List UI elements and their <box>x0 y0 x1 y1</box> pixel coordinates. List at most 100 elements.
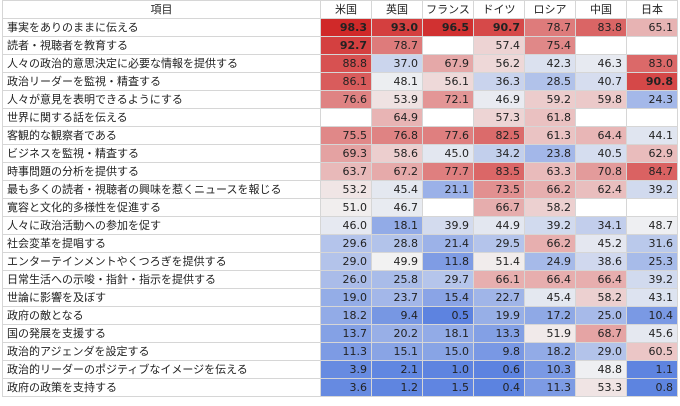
table-row: 世界に関する話を伝える 64.9 57.3 61.8 <box>2 108 678 127</box>
value-cell: 63.7 <box>320 162 372 181</box>
value-cell: 78.7 <box>371 36 423 55</box>
value-cell: 84.7 <box>626 162 678 181</box>
table-row: ビジネスを監視・精査する 69.3 58.6 45.0 34.2 23.8 40.5 62.9 <box>2 144 678 163</box>
value-cell: 24.3 <box>626 90 678 109</box>
row-label: 寛容と文化的多様性を促進する <box>2 198 321 217</box>
row-label: 人々の政治的意思決定に必要な情報を提供する <box>2 54 321 73</box>
value-cell: 23.8 <box>524 144 576 163</box>
value-cell: 1.5 <box>422 378 474 397</box>
country-header: フランス <box>422 0 474 19</box>
row-label: 政府の敵となる <box>2 306 321 325</box>
value-cell: 39.9 <box>422 216 474 235</box>
value-cell <box>422 198 474 217</box>
value-cell: 44.9 <box>473 216 525 235</box>
value-cell: 45.2 <box>575 234 627 253</box>
value-cell: 25.3 <box>626 252 678 271</box>
table-row: 人々の政治的意思決定に必要な情報を提供する 88.8 37.0 67.9 56.2 42.… <box>2 54 678 73</box>
row-label: 政治的リーダーのポジティブなイメージを伝える <box>2 360 321 379</box>
value-cell: 23.7 <box>371 288 423 307</box>
country-header: ロシア <box>524 0 576 19</box>
table-row: 読者・視聴者を教育する 92.7 78.7 57.4 75.4 <box>2 36 678 55</box>
value-cell: 28.8 <box>371 234 423 253</box>
value-cell: 20.2 <box>371 324 423 343</box>
table-row: 事実をありのままに伝える 98.3 93.0 96.5 90.7 78.7 83.8 65.1 <box>2 18 678 37</box>
value-cell: 98.3 <box>320 18 372 37</box>
value-cell: 46.0 <box>320 216 372 235</box>
value-cell: 78.7 <box>524 18 576 37</box>
value-cell: 18.2 <box>524 342 576 361</box>
value-cell: 9.8 <box>473 342 525 361</box>
country-header: 日本 <box>626 0 678 19</box>
value-cell: 83.8 <box>575 18 627 37</box>
value-cell: 62.9 <box>626 144 678 163</box>
value-cell <box>422 36 474 55</box>
value-cell: 3.9 <box>320 360 372 379</box>
value-cell: 83.0 <box>626 54 678 73</box>
row-label: 政治リーダーを監視・精査する <box>2 72 321 91</box>
value-cell: 66.2 <box>524 234 576 253</box>
row-label: 人々が意見を表明できるようにする <box>2 90 321 109</box>
value-cell: 48.1 <box>371 72 423 91</box>
value-cell: 13.3 <box>473 324 525 343</box>
row-label: 社会変革を提唱する <box>2 234 321 253</box>
row-label: ビジネスを監視・精査する <box>2 144 321 163</box>
value-cell: 3.6 <box>320 378 372 397</box>
value-cell: 13.7 <box>320 324 372 343</box>
value-cell <box>626 198 678 217</box>
value-cell: 56.2 <box>473 54 525 73</box>
value-cell: 76.6 <box>320 90 372 109</box>
value-cell: 1.2 <box>371 378 423 397</box>
value-cell: 51.4 <box>473 252 525 271</box>
value-cell: 40.7 <box>575 72 627 91</box>
value-cell: 88.8 <box>320 54 372 73</box>
value-cell: 24.9 <box>524 252 576 271</box>
item-column-header: 項目 <box>2 0 321 19</box>
row-label: 世論に影響を及ぼす <box>2 288 321 307</box>
value-cell: 39.2 <box>626 270 678 289</box>
value-cell: 86.1 <box>320 72 372 91</box>
value-cell: 11.3 <box>320 342 372 361</box>
value-cell: 11.3 <box>524 378 576 397</box>
value-cell: 75.4 <box>524 36 576 55</box>
value-cell: 29.0 <box>320 252 372 271</box>
row-label: 最も多くの読者・視聴者の興味を惹くニュースを報じる <box>2 180 321 199</box>
value-cell: 19.0 <box>320 288 372 307</box>
value-cell: 18.1 <box>371 216 423 235</box>
value-cell: 26.0 <box>320 270 372 289</box>
value-cell: 21.4 <box>422 234 474 253</box>
value-cell: 76.8 <box>371 126 423 145</box>
value-cell: 21.1 <box>422 180 474 199</box>
value-cell: 57.3 <box>473 108 525 127</box>
table-row: 政治的アジェンダを設定する 11.3 15.1 15.0 9.8 18.2 29.0 60.5 <box>2 342 678 361</box>
value-cell: 68.7 <box>575 324 627 343</box>
row-label: 読者・視聴者を教育する <box>2 36 321 55</box>
value-cell: 82.5 <box>473 126 525 145</box>
value-cell: 39.2 <box>626 180 678 199</box>
value-cell <box>422 108 474 127</box>
row-label: 国の発展を支援する <box>2 324 321 343</box>
value-cell: 45.6 <box>626 324 678 343</box>
value-cell: 92.7 <box>320 36 372 55</box>
value-cell: 28.5 <box>524 72 576 91</box>
value-cell: 59.8 <box>575 90 627 109</box>
value-cell: 64.9 <box>371 108 423 127</box>
value-cell: 53.3 <box>575 378 627 397</box>
value-cell: 46.7 <box>371 198 423 217</box>
row-label: 世界に関する話を伝える <box>2 108 321 127</box>
value-cell <box>575 198 627 217</box>
table-row: 政治的リーダーのポジティブなイメージを伝える 3.9 2.1 1.0 0.6 10.3 48… <box>2 360 678 379</box>
row-label: エンターテインメントやくつろぎを提供する <box>2 252 321 271</box>
value-cell: 56.1 <box>422 72 474 91</box>
row-label: 事実をありのままに伝える <box>2 18 321 37</box>
value-cell: 67.9 <box>422 54 474 73</box>
value-cell: 0.6 <box>473 360 525 379</box>
value-cell: 0.4 <box>473 378 525 397</box>
value-cell: 0.5 <box>422 306 474 325</box>
value-cell <box>626 36 678 55</box>
value-cell: 9.4 <box>371 306 423 325</box>
value-cell <box>320 108 372 127</box>
value-cell: 45.4 <box>371 180 423 199</box>
value-cell: 62.4 <box>575 180 627 199</box>
table-row: 政府の敵となる 18.2 9.4 0.5 19.9 17.2 25.0 10.4 <box>2 306 678 325</box>
value-cell: 90.7 <box>473 18 525 37</box>
